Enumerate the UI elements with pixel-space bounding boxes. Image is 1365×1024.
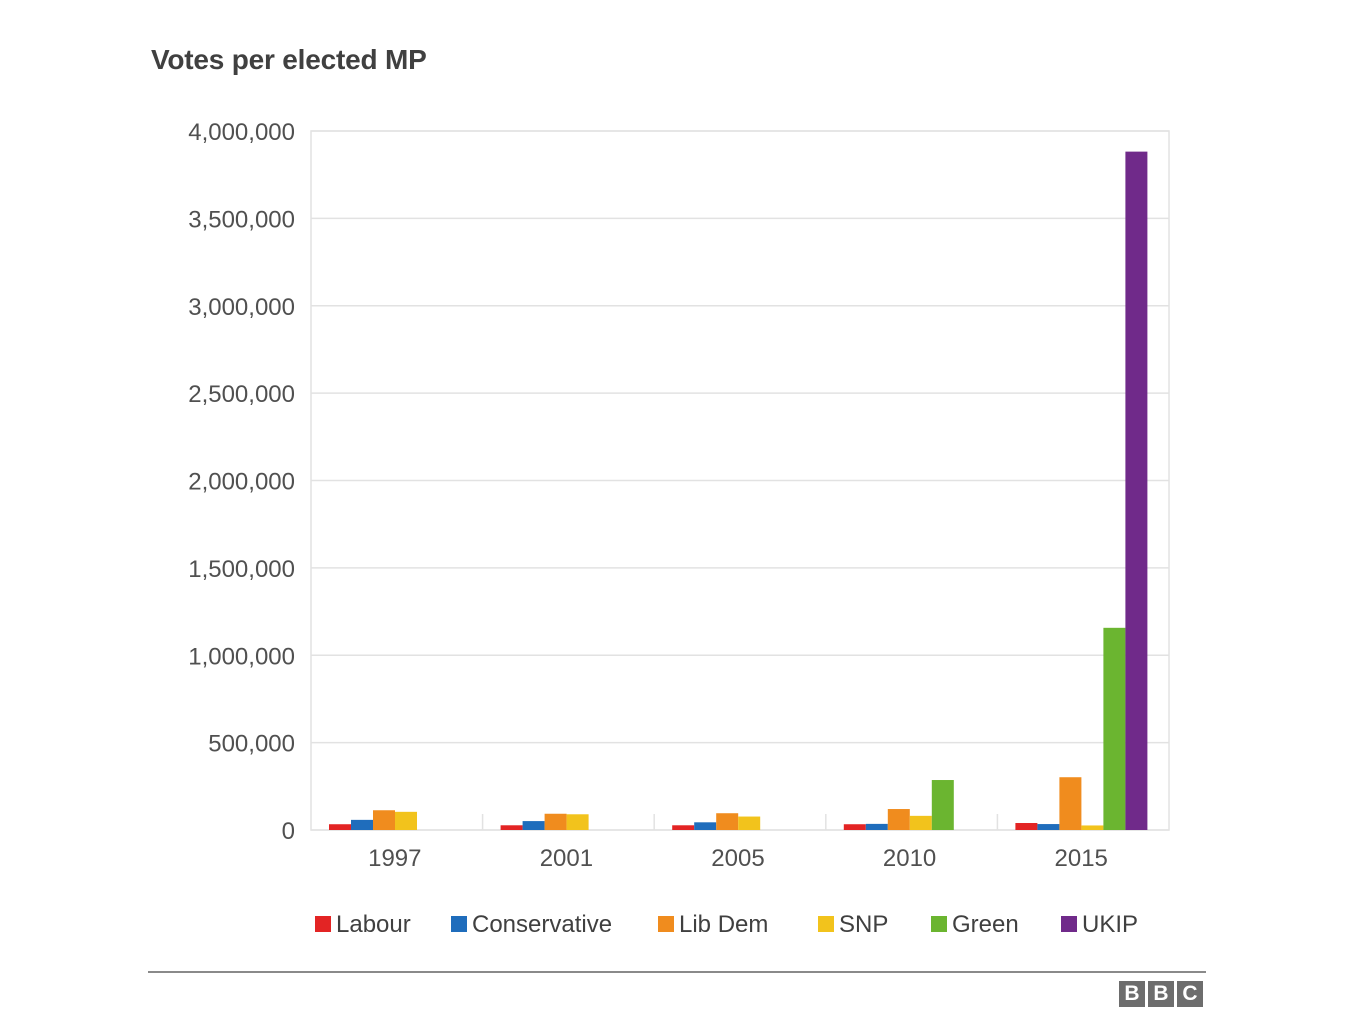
y-tick-label: 3,500,000: [188, 206, 295, 233]
y-tick-label: 2,500,000: [188, 381, 295, 408]
bar: [1015, 823, 1038, 830]
y-tick-label: 500,000: [208, 731, 295, 758]
bbc-logo: B B C: [1119, 981, 1203, 1007]
y-tick-label: 3,000,000: [188, 294, 295, 321]
legend-label: UKIP: [1082, 911, 1138, 938]
x-tick-label: 2005: [711, 845, 764, 872]
bbc-logo-letter: B: [1148, 981, 1174, 1007]
x-tick-label: 2010: [883, 845, 936, 872]
bar: [1037, 824, 1060, 830]
legend-swatch: [658, 916, 674, 932]
legend-label: Labour: [336, 911, 411, 938]
legend-swatch: [451, 916, 467, 932]
legend-label: Conservative: [472, 911, 612, 938]
bar: [522, 821, 545, 830]
y-tick-label: 1,000,000: [188, 643, 295, 670]
y-axis-ticks: 0 500,000 1,000,000 1,500,000 2,000,000 2,500…: [188, 119, 295, 845]
bbc-logo-letter: C: [1177, 981, 1203, 1007]
gridlines: [310, 130, 1170, 831]
x-tick-label: 2015: [1055, 845, 1108, 872]
y-tick-label: 0: [282, 818, 295, 845]
bar: [931, 780, 954, 830]
bar: [865, 823, 888, 830]
legend-swatch: [315, 916, 331, 932]
footer-divider: [148, 971, 1206, 973]
x-tick-label: 2001: [540, 845, 593, 872]
bar: [500, 825, 523, 830]
y-tick-label: 4,000,000: [188, 119, 295, 146]
x-tick-label: 1997: [368, 845, 421, 872]
legend: Labour Conservative Lib Dem SNP Green UKIP: [315, 911, 1138, 938]
legend-label: Lib Dem: [679, 911, 768, 938]
bar: [395, 811, 417, 830]
x-axis-ticks: 1997 2001 2005 2010 2015: [368, 845, 1108, 872]
legend-swatch: [818, 916, 834, 932]
bars: [329, 151, 1148, 831]
bar: [351, 819, 373, 830]
y-tick-label: 1,500,000: [188, 556, 295, 583]
legend-swatch: [931, 916, 947, 932]
bar: [909, 815, 932, 830]
legend-label: SNP: [839, 911, 888, 938]
chart-title: Votes per elected MP: [151, 44, 427, 75]
bar: [887, 809, 910, 830]
y-tick-label: 2,000,000: [188, 469, 295, 496]
legend-label: Green: [952, 911, 1019, 938]
bar: [672, 825, 695, 830]
legend-swatch: [1061, 916, 1077, 932]
bar: [373, 810, 395, 830]
bar: [738, 816, 761, 830]
bar: [566, 814, 589, 830]
bar: [716, 813, 739, 830]
bar: [1103, 627, 1126, 830]
bar: [329, 824, 351, 830]
bbc-logo-letter: B: [1119, 981, 1145, 1007]
bar: [1059, 777, 1082, 830]
bar: [843, 824, 866, 830]
bar: [694, 822, 717, 830]
bar: [1125, 151, 1148, 831]
bar: [544, 813, 567, 830]
bar: [1081, 825, 1104, 830]
